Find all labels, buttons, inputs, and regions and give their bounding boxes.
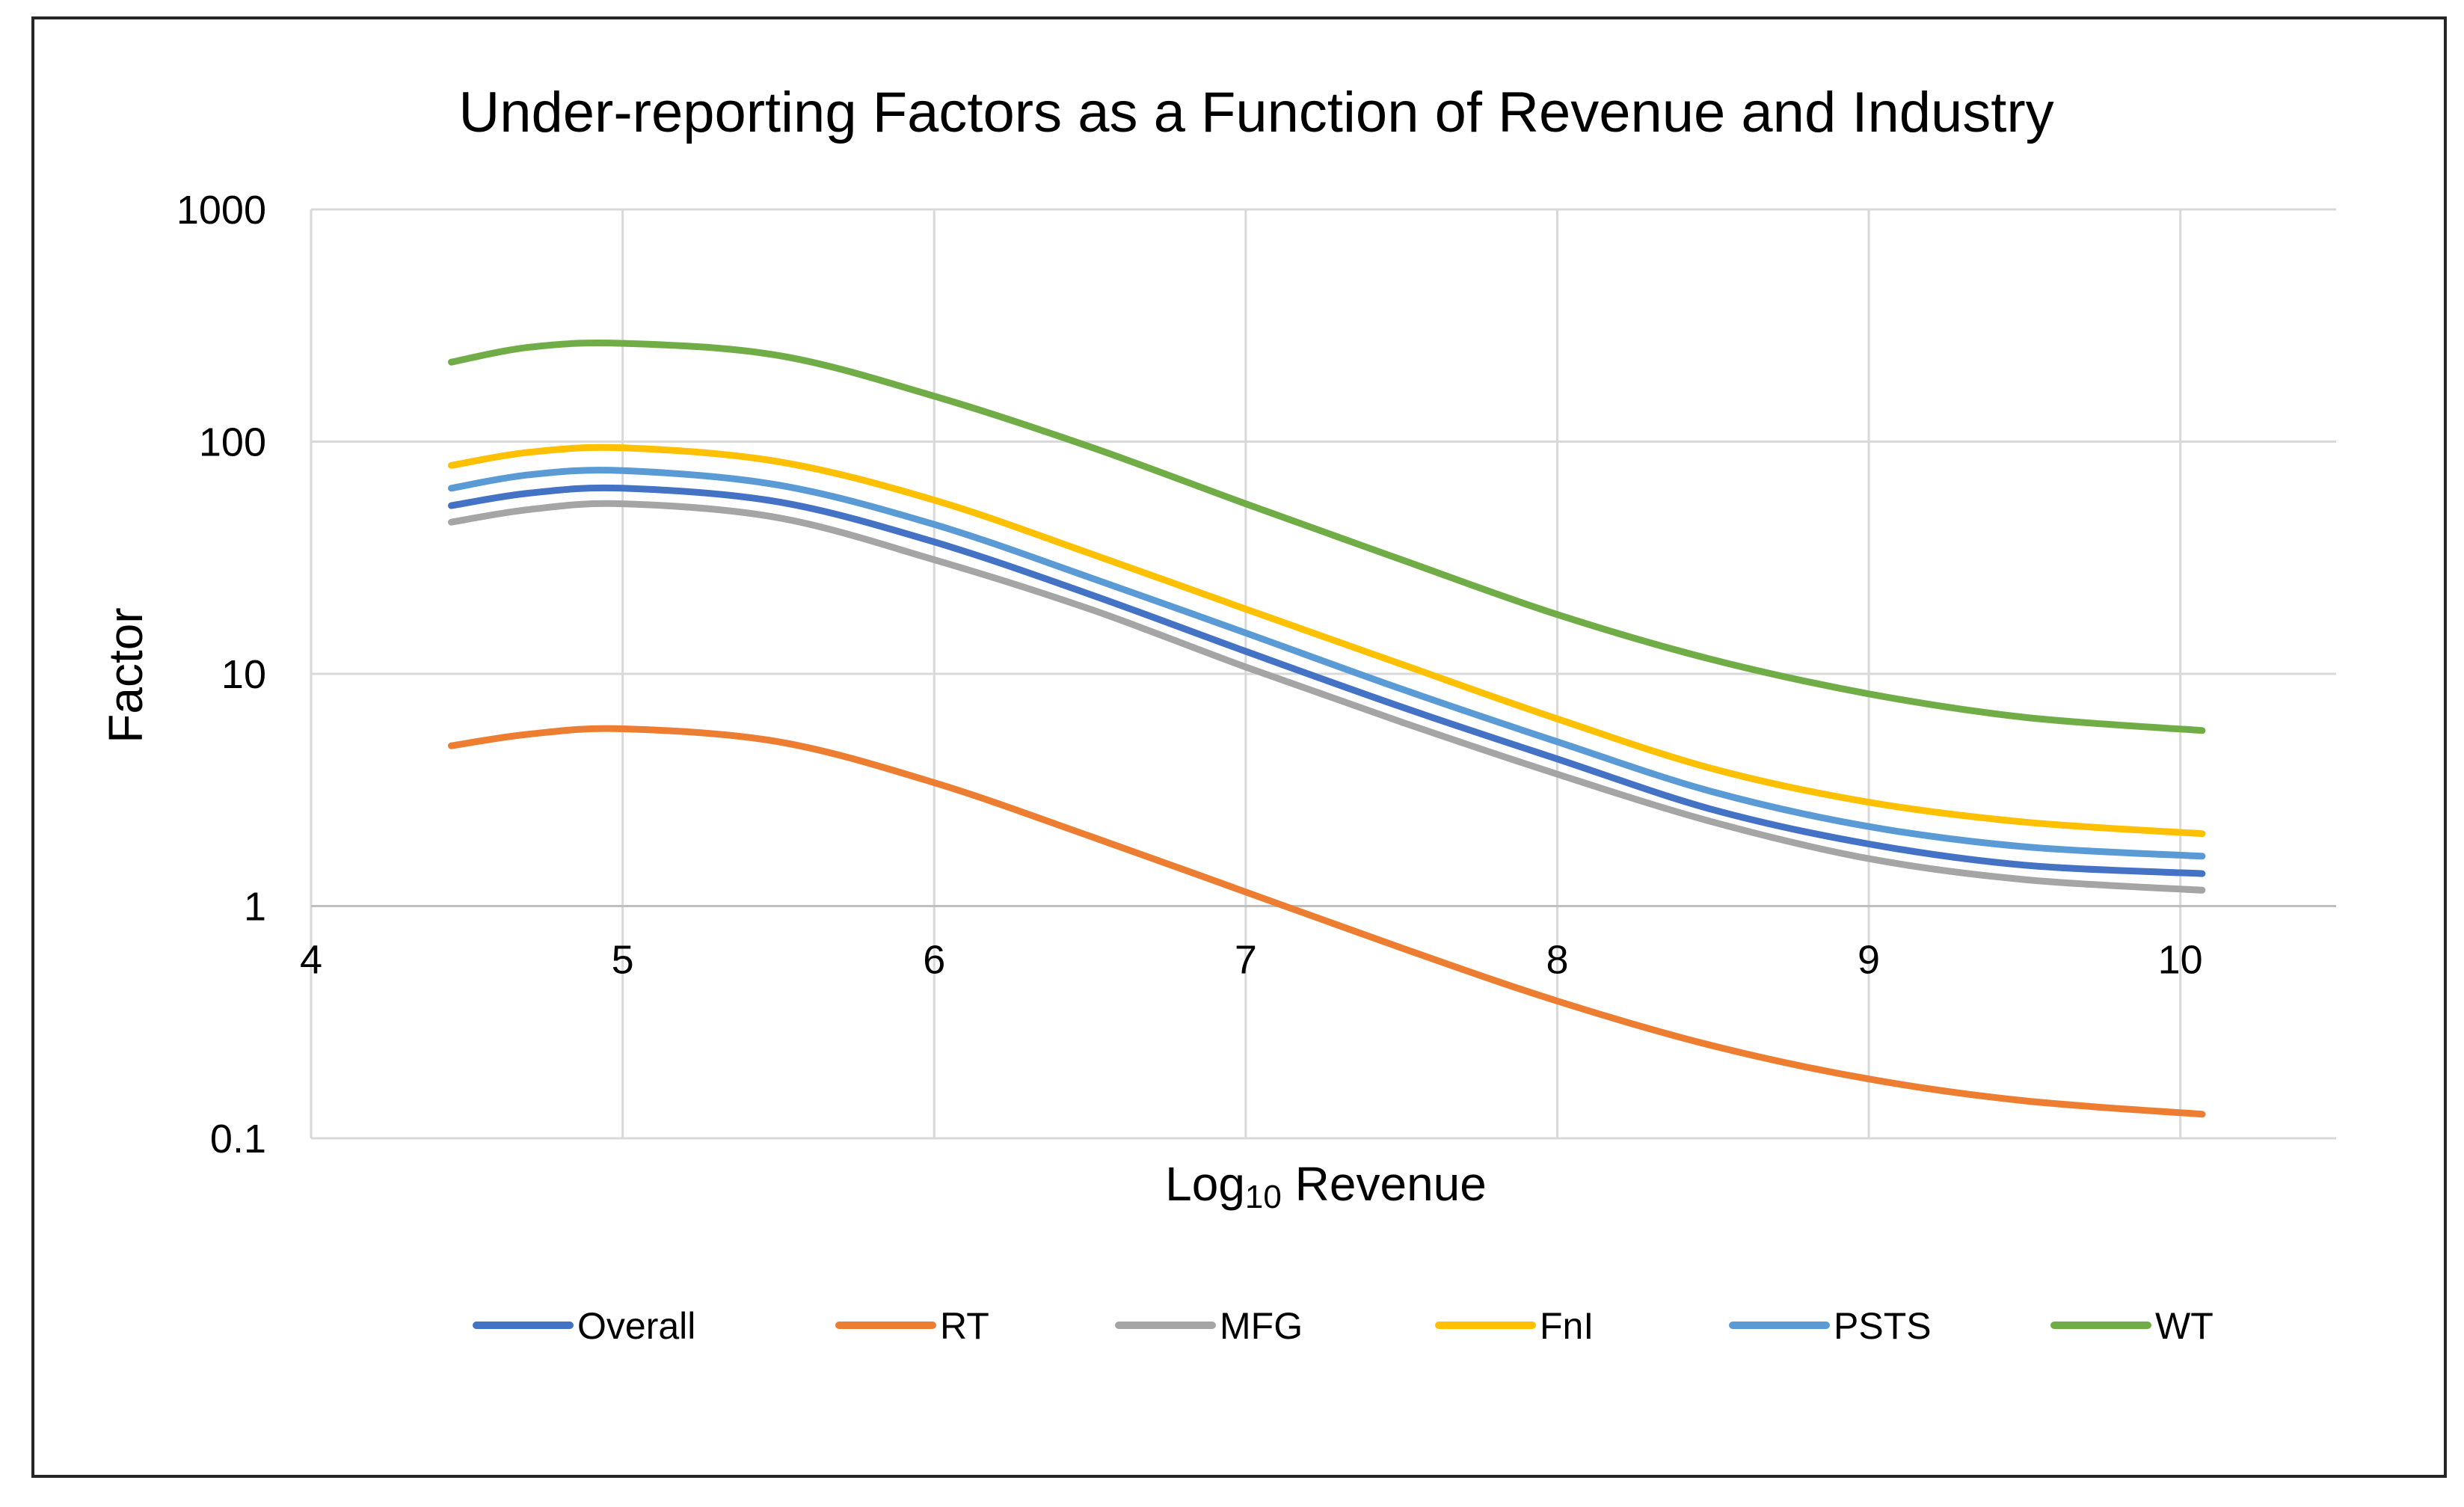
series-line-mfg (448, 500, 2206, 894)
x-tick-label: 8 (1546, 938, 1568, 983)
chart-title: Under-reporting Factors as a Function of… (458, 81, 2053, 144)
y-tick-label: 1000 (176, 188, 266, 233)
y-tick-label: 10 (221, 652, 266, 697)
legend-label-psts: PSTS (1834, 1305, 1932, 1347)
x-tick-label: 6 (923, 938, 945, 983)
x-axis-label-rest: Revenue (1282, 1157, 1487, 1211)
legend-label-rt: RT (940, 1305, 989, 1347)
series-line-fni (448, 443, 2206, 838)
y-tick-label: 0.1 (210, 1117, 266, 1161)
x-tick-label: 9 (1858, 938, 1880, 983)
legend-label-overall: Overall (577, 1305, 695, 1347)
legend-label-fni: FnI (1540, 1305, 1594, 1347)
x-axis-label-subscript: 10 (1245, 1179, 1282, 1215)
series-line-wt (448, 340, 2206, 734)
series-line-overall (448, 484, 2206, 877)
x-axis-label: Log10 Revenue (1165, 1157, 1487, 1215)
y-axis-label: Factor (99, 607, 153, 743)
x-tick-label: 7 (1235, 938, 1257, 983)
legend: Overall RT MFG FnI PSTS WT (473, 1305, 2213, 1347)
x-axis-label-base: Log (1165, 1157, 1245, 1211)
series-line-psts (448, 467, 2206, 860)
x-tick-label: 10 (2158, 938, 2203, 983)
x-tick-label: 4 (300, 938, 322, 983)
legend-label-mfg: MFG (1220, 1305, 1303, 1347)
gridlines (310, 208, 2336, 1140)
chart-border (31, 16, 2447, 1478)
x-tick-label: 5 (612, 938, 634, 983)
series-line-rt (448, 725, 2206, 1118)
y-tick-labels: 0.1 1 10 100 1000 (176, 188, 266, 1161)
x-tick-labels: 4 5 6 7 8 9 10 (300, 938, 2203, 983)
y-tick-label: 1 (244, 885, 266, 930)
y-tick-label: 100 (199, 420, 266, 465)
series-lines (448, 340, 2206, 1118)
legend-label-wt: WT (2155, 1305, 2213, 1347)
